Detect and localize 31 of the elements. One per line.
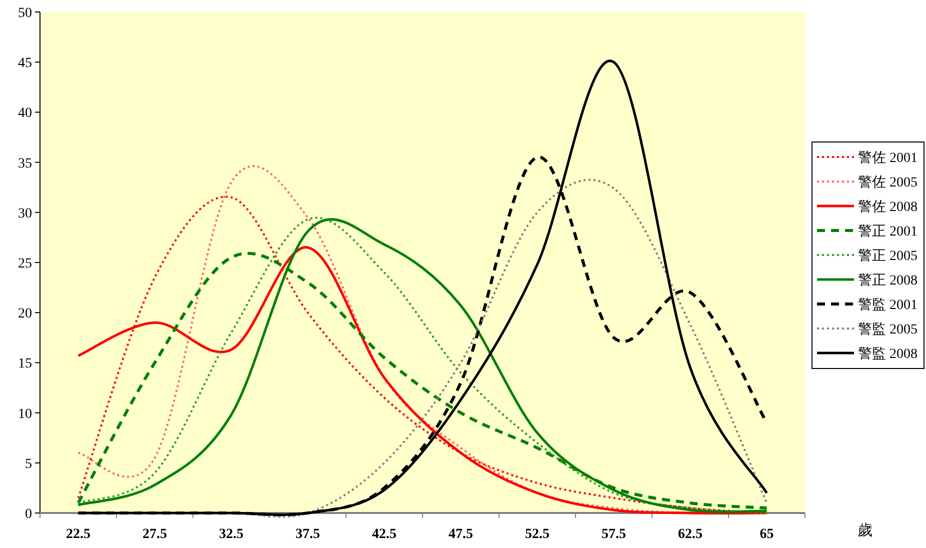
x-tick-label: 57.5 — [602, 527, 626, 542]
legend-label: 警正 2001 — [858, 224, 918, 240]
legend-label: 警佐 2008 — [858, 199, 918, 215]
x-tick-label: 27.5 — [142, 527, 167, 542]
y-tick-label: 25 — [18, 256, 32, 272]
legend-label: 警監 2005 — [858, 322, 918, 338]
y-tick-label: 0 — [25, 507, 32, 522]
x-tick-label: 47.5 — [448, 527, 473, 542]
y-tick-label: 30 — [18, 206, 32, 222]
legend-label: 警佐 2005 — [858, 174, 918, 190]
y-tick-label: 15 — [18, 356, 32, 372]
x-tick-label: 52.5 — [525, 527, 550, 542]
x-tick-label: 62.5 — [678, 527, 702, 542]
y-tick-label: 20 — [18, 306, 32, 322]
x-tick-label: 37.5 — [296, 527, 320, 542]
x-tick-label: 65 — [760, 527, 774, 542]
x-tick-label: 42.5 — [372, 527, 396, 542]
x-tick-label: 22.5 — [66, 527, 90, 542]
legend-label: 警監 2008 — [858, 346, 918, 362]
x-tick-label: 32.5 — [219, 527, 244, 542]
y-tick-label: 5 — [25, 456, 32, 472]
y-tick-label: 50 — [18, 6, 32, 21]
legend-label: 警正 2005 — [858, 248, 918, 264]
legend-label: 警正 2008 — [858, 272, 918, 288]
y-tick-label: 45 — [18, 56, 32, 72]
y-tick-label: 40 — [18, 106, 32, 122]
x-axis-title: 歲 — [858, 522, 872, 539]
y-tick-label: 35 — [18, 156, 32, 172]
legend-label: 警監 2001 — [858, 297, 918, 313]
legend-label: 警佐 2001 — [858, 150, 918, 166]
y-tick-label: 10 — [18, 406, 32, 422]
